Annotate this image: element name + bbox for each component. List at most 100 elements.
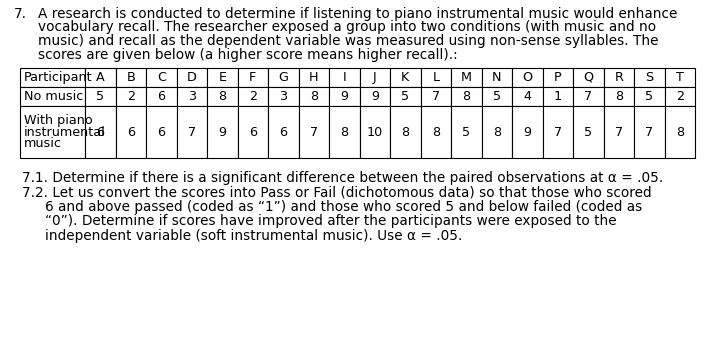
- Bar: [360, 87, 390, 106]
- Text: 5: 5: [401, 90, 409, 103]
- Bar: [207, 106, 238, 158]
- Bar: [238, 87, 268, 106]
- Text: 9: 9: [219, 126, 226, 139]
- Text: 6: 6: [248, 126, 257, 139]
- Text: instrumental: instrumental: [24, 126, 106, 139]
- Text: 8: 8: [401, 126, 409, 139]
- Bar: [268, 87, 298, 106]
- Text: 7.1. Determine if there is a significant difference between the paired observati: 7.1. Determine if there is a significant…: [22, 171, 664, 185]
- Text: 6: 6: [96, 126, 104, 139]
- Bar: [634, 106, 664, 158]
- Text: 8: 8: [676, 126, 684, 139]
- Text: 2: 2: [676, 90, 684, 103]
- Bar: [451, 87, 481, 106]
- Text: 7: 7: [584, 90, 592, 103]
- Bar: [177, 106, 207, 158]
- Bar: [421, 87, 451, 106]
- Bar: [20, 87, 85, 106]
- Text: No music: No music: [24, 90, 83, 103]
- Text: 7: 7: [554, 126, 562, 139]
- Text: J: J: [373, 71, 377, 84]
- Text: 5: 5: [584, 126, 592, 139]
- Text: 9: 9: [523, 126, 531, 139]
- Text: With piano: With piano: [24, 114, 93, 127]
- Text: T: T: [676, 71, 684, 84]
- Text: 8: 8: [310, 90, 318, 103]
- Bar: [421, 106, 451, 158]
- Bar: [512, 87, 543, 106]
- Bar: [360, 106, 390, 158]
- Bar: [298, 87, 329, 106]
- Bar: [481, 68, 512, 87]
- Bar: [85, 87, 115, 106]
- Text: 8: 8: [218, 90, 226, 103]
- Text: 6: 6: [157, 90, 165, 103]
- Bar: [146, 106, 177, 158]
- Bar: [604, 68, 634, 87]
- Text: 6 and above passed (coded as “1”) and those who scored 5 and below failed (coded: 6 and above passed (coded as “1”) and th…: [45, 200, 642, 214]
- Text: 8: 8: [493, 126, 501, 139]
- Bar: [268, 68, 298, 87]
- Text: 5: 5: [493, 90, 501, 103]
- Text: music: music: [24, 137, 62, 150]
- Text: “0”). Determine if scores have improved after the participants were exposed to t: “0”). Determine if scores have improved …: [45, 215, 617, 229]
- Bar: [451, 68, 481, 87]
- Bar: [329, 87, 360, 106]
- Text: 9: 9: [371, 90, 379, 103]
- Bar: [481, 106, 512, 158]
- Text: 7: 7: [188, 126, 196, 139]
- Text: R: R: [614, 71, 623, 84]
- Text: H: H: [309, 71, 318, 84]
- Bar: [329, 106, 360, 158]
- Bar: [664, 87, 695, 106]
- Bar: [664, 68, 695, 87]
- Text: 5: 5: [96, 90, 105, 103]
- Text: vocabulary recall. The researcher exposed a group into two conditions (with musi: vocabulary recall. The researcher expose…: [38, 21, 656, 35]
- Text: I: I: [342, 71, 346, 84]
- Bar: [390, 106, 421, 158]
- Text: 7: 7: [614, 126, 623, 139]
- Text: L: L: [432, 71, 439, 84]
- Text: 5: 5: [462, 126, 471, 139]
- Bar: [85, 68, 115, 87]
- Text: 7: 7: [645, 126, 654, 139]
- Bar: [451, 106, 481, 158]
- Bar: [360, 68, 390, 87]
- Bar: [604, 106, 634, 158]
- Text: scores are given below (a higher score means higher recall).:: scores are given below (a higher score m…: [38, 47, 458, 61]
- Bar: [634, 87, 664, 106]
- Text: 8: 8: [340, 126, 348, 139]
- Bar: [115, 106, 146, 158]
- Bar: [664, 106, 695, 158]
- Text: O: O: [522, 71, 533, 84]
- Text: Participant: Participant: [24, 71, 93, 84]
- Text: 4: 4: [523, 90, 531, 103]
- Bar: [604, 87, 634, 106]
- Text: 2: 2: [127, 90, 135, 103]
- Text: 6: 6: [279, 126, 287, 139]
- Text: 7: 7: [431, 90, 440, 103]
- Bar: [177, 87, 207, 106]
- Text: K: K: [401, 71, 409, 84]
- Bar: [421, 68, 451, 87]
- Text: N: N: [492, 71, 501, 84]
- Bar: [390, 68, 421, 87]
- Text: P: P: [554, 71, 562, 84]
- Bar: [115, 87, 146, 106]
- Bar: [146, 68, 177, 87]
- Text: independent variable (soft instrumental music). Use α = .05.: independent variable (soft instrumental …: [45, 229, 462, 243]
- Text: 7.2. Let us convert the scores into Pass or Fail (dichotomous data) so that thos: 7.2. Let us convert the scores into Pass…: [22, 186, 651, 200]
- Bar: [634, 68, 664, 87]
- Bar: [329, 68, 360, 87]
- Text: 3: 3: [188, 90, 196, 103]
- Bar: [298, 106, 329, 158]
- Text: E: E: [219, 71, 226, 84]
- Bar: [512, 106, 543, 158]
- Bar: [390, 87, 421, 106]
- Text: 8: 8: [614, 90, 623, 103]
- Bar: [85, 106, 115, 158]
- Text: G: G: [278, 71, 288, 84]
- Text: 10: 10: [367, 126, 383, 139]
- Bar: [238, 68, 268, 87]
- Bar: [268, 106, 298, 158]
